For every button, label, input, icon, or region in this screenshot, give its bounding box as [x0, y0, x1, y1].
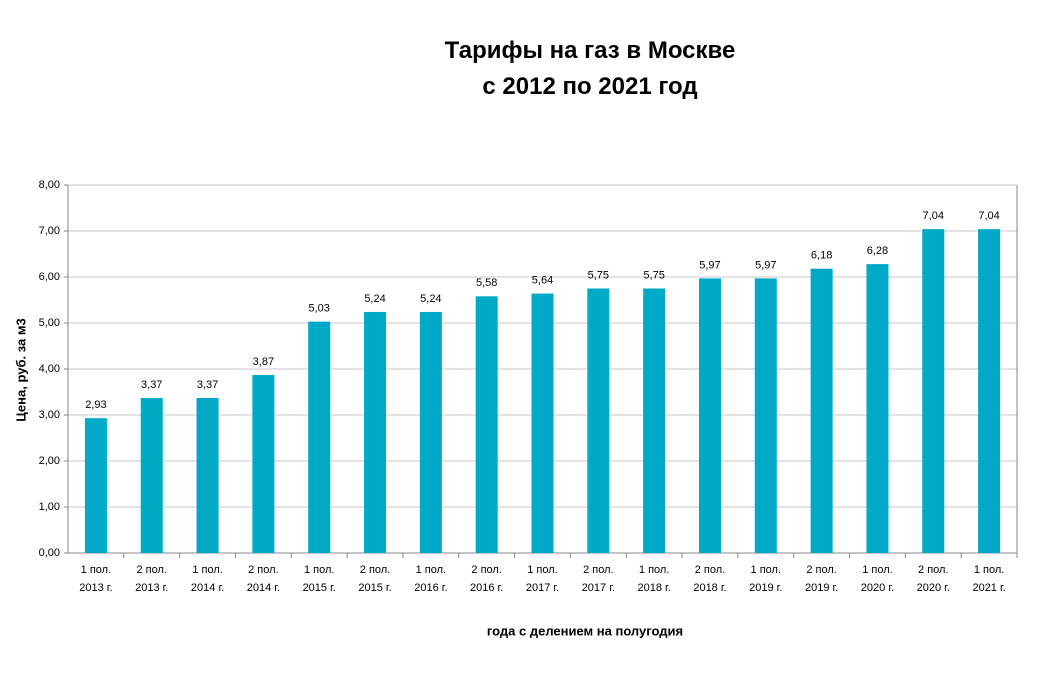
- value-label: 5,75: [588, 269, 609, 281]
- bar: [643, 288, 666, 553]
- chart-title: Тарифы на газ в Москве с 2012 по 2021 год: [445, 37, 736, 100]
- value-label: 7,04: [978, 210, 999, 222]
- bar: [810, 268, 833, 553]
- x-tick-label: 1 пол. 2013 г.: [79, 564, 112, 594]
- value-label: 3,37: [141, 379, 162, 391]
- x-tick-label: 2 пол. 2017 г.: [582, 564, 615, 594]
- x-tick-label: 1 пол. 2020 г.: [861, 564, 894, 594]
- bar: [978, 229, 1001, 553]
- x-tick-label: 1 пол. 2015 г.: [303, 564, 336, 594]
- bar: [84, 418, 107, 553]
- value-label: 5,24: [364, 293, 385, 305]
- y-tick-label: 7,00: [39, 225, 60, 237]
- bar: [308, 321, 331, 553]
- y-tick-label: 6,00: [39, 271, 60, 283]
- value-label: 2,93: [85, 399, 106, 411]
- x-tick-label: 2 пол. 2020 г.: [917, 564, 950, 594]
- x-tick-label: 1 пол. 2014 г.: [191, 564, 224, 594]
- value-label: 6,18: [811, 250, 832, 262]
- bar: [140, 397, 163, 553]
- bar: [754, 278, 777, 553]
- y-tick-label: 2,00: [39, 455, 60, 467]
- y-tick-label: 0,00: [39, 547, 60, 559]
- x-tick-label: 1 пол. 2018 г.: [638, 564, 671, 594]
- value-label: 3,87: [253, 356, 274, 368]
- bar: [364, 311, 387, 553]
- bar: [698, 278, 721, 553]
- x-tick-label: 2 пол. 2018 г.: [693, 564, 726, 594]
- y-tick-label: 8,00: [39, 179, 60, 191]
- bar: [866, 264, 889, 553]
- value-label: 5,75: [643, 269, 664, 281]
- y-tick-label: 1,00: [39, 501, 60, 513]
- x-tick-label: 1 пол. 2016 г.: [414, 564, 447, 594]
- x-axis-label: года с делением на полугодия: [487, 623, 683, 638]
- y-tick-label: 4,00: [39, 363, 60, 375]
- value-label: 5,97: [699, 259, 720, 271]
- x-tick-label: 1 пол. 2019 г.: [749, 564, 782, 594]
- bar: [587, 288, 610, 553]
- bar: [475, 296, 498, 553]
- x-tick-label: 2 пол. 2015 г.: [358, 564, 391, 594]
- value-label: 5,24: [420, 293, 441, 305]
- value-label: 7,04: [923, 210, 944, 222]
- bar: [196, 397, 219, 553]
- bar: [252, 374, 275, 553]
- value-label: 6,28: [867, 245, 888, 257]
- x-tick-label: 1 пол. 2017 г.: [526, 564, 559, 594]
- x-tick-label: 2 пол. 2019 г.: [805, 564, 838, 594]
- x-tick-label: 2 пол. 2016 г.: [470, 564, 503, 594]
- y-tick-label: 3,00: [39, 409, 60, 421]
- value-label: 5,64: [532, 274, 553, 286]
- x-tick-label: 2 пол. 2013 г.: [135, 564, 168, 594]
- value-label: 3,37: [197, 379, 218, 391]
- x-tick-label: 1 пол. 2021 г.: [972, 564, 1005, 594]
- value-label: 5,58: [476, 277, 497, 289]
- value-label: 5,97: [755, 259, 776, 271]
- bar: [922, 229, 945, 553]
- value-label: 5,03: [308, 303, 329, 315]
- x-tick-label: 2 пол. 2014 г.: [247, 564, 280, 594]
- y-axis-label: Цена, руб. за м3: [13, 318, 28, 421]
- y-tick-label: 5,00: [39, 317, 60, 329]
- bar: [419, 311, 442, 553]
- bar: [531, 293, 554, 553]
